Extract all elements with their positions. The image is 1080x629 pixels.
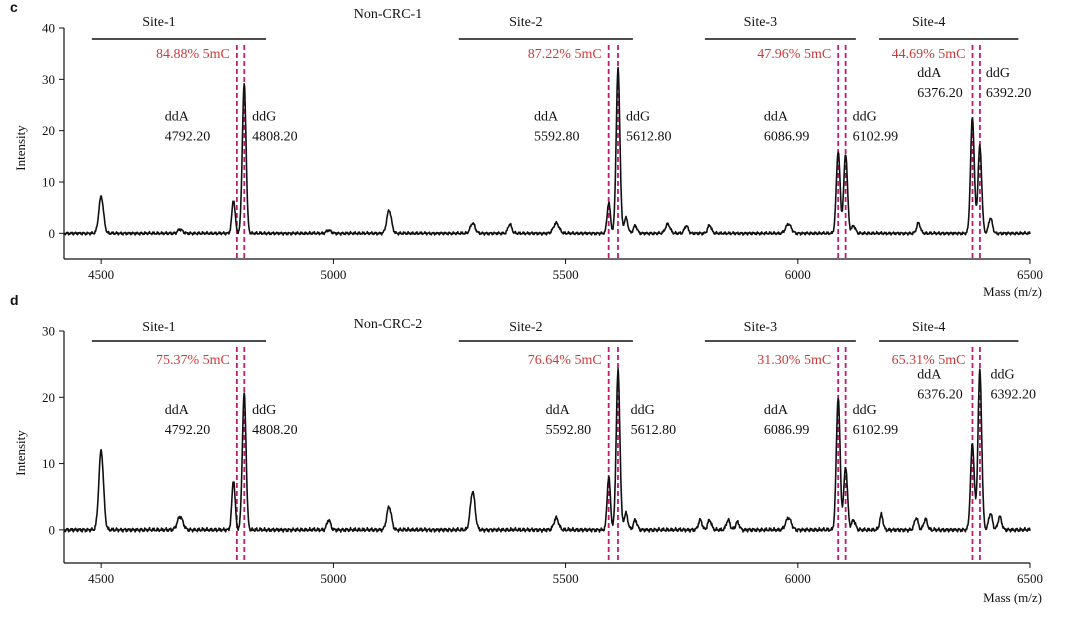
panel-c-ytick-label: 10 xyxy=(42,175,55,190)
peak-base-label: ddA xyxy=(917,66,942,81)
panel-d-ytick-label: 30 xyxy=(42,324,55,339)
peak-base-label: ddA xyxy=(534,109,559,124)
panel-c-axes: 0 10 20 30 40 4500 5000 5500 6000 6500 xyxy=(42,21,1043,283)
site-5mc-percent-label: 31.30% 5mC xyxy=(757,353,831,368)
peak-mass-label: 5612.80 xyxy=(626,129,672,144)
peak-mass-label: 6102.99 xyxy=(853,423,899,438)
panel-c: c Non-CRC-1 Intensity Mass (m/z) Site-1 8… xyxy=(10,0,1043,299)
panel-c-ylabel: Intensity xyxy=(13,125,28,171)
peak-base-label: ddA xyxy=(165,109,190,124)
site-5mc-percent-label: 44.69% 5mC xyxy=(892,47,966,62)
peak-base-label: ddA xyxy=(764,109,789,124)
panel-c-xtick-label: 5500 xyxy=(553,267,579,282)
site-5mc-percent-label: 76.64% 5mC xyxy=(528,353,602,368)
panel-d-spectrum-line xyxy=(63,367,1031,533)
site-name-label: Site-1 xyxy=(142,320,175,335)
site-name-label: Site-2 xyxy=(509,320,542,335)
peak-mass-label: 6086.99 xyxy=(764,129,810,144)
peak-base-label: ddG xyxy=(631,403,655,418)
site-5mc-percent-label: 47.96% 5mC xyxy=(757,47,831,62)
panel-c-ytick-label: 20 xyxy=(42,123,55,138)
panel-d: d Non-CRC-2 Intensity Mass (m/z) Site-1 7… xyxy=(10,292,1043,605)
panel-c-sites: Site-1 84.88% 5mC Site-2 87.22% 5mC Site-3 47… xyxy=(91,15,1019,62)
panel-letter-d: d xyxy=(10,292,19,308)
peak-base-label: ddG xyxy=(252,403,276,418)
panel-d-peak-labels: ddA 4792.20 ddG 4808.20 ddA 5592.80 ddG 5612.80… xyxy=(165,368,1036,438)
peak-base-label: ddG xyxy=(853,109,877,124)
peak-mass-label: 5592.80 xyxy=(534,129,580,144)
peak-base-label: ddA xyxy=(165,403,190,418)
site-name-label: Site-3 xyxy=(744,320,777,335)
peak-base-label: ddA xyxy=(764,403,789,418)
peak-mass-label: 5612.80 xyxy=(631,423,677,438)
panel-c-ytick-label: 30 xyxy=(42,72,55,87)
peak-mass-label: 5592.80 xyxy=(546,423,592,438)
panel-d-ytick-label: 10 xyxy=(42,456,55,471)
panel-c-xtick-label: 5000 xyxy=(320,267,346,282)
peak-mass-label: 4808.20 xyxy=(252,423,298,438)
panel-letter-c: c xyxy=(10,0,18,15)
site-5mc-percent-label: 84.88% 5mC xyxy=(156,47,230,62)
site-name-label: Site-4 xyxy=(912,320,945,335)
site-name-label: Site-2 xyxy=(509,15,542,30)
panel-c-spectrum-line xyxy=(63,66,1031,236)
peak-base-label: ddA xyxy=(546,403,571,418)
peak-mass-label: 6392.20 xyxy=(991,388,1037,403)
panel-d-ytick-label: 20 xyxy=(42,390,55,405)
panel-d-title: Non-CRC-2 xyxy=(354,317,422,332)
panel-c-peak-labels: ddA 4792.20 ddG 4808.20 ddA 5592.80 ddG 5612.80… xyxy=(165,66,1032,145)
panel-c-xtick-label: 6500 xyxy=(1017,267,1043,282)
peak-mass-label: 6376.20 xyxy=(917,388,963,403)
panel-d-xtick-label: 5500 xyxy=(553,571,579,586)
panel-d-xlabel: Mass (m/z) xyxy=(983,590,1042,605)
peak-mass-label: 4808.20 xyxy=(252,129,298,144)
peak-mass-label: 6102.99 xyxy=(853,129,899,144)
peak-mass-label: 4792.20 xyxy=(165,129,211,144)
peak-base-label: ddG xyxy=(986,66,1010,81)
peak-base-label: ddA xyxy=(917,368,942,383)
peak-mass-label: 6086.99 xyxy=(764,423,810,438)
peak-mass-label: 4792.20 xyxy=(165,423,211,438)
site-name-label: Site-3 xyxy=(744,15,777,30)
panel-d-axes: 0 10 20 30 4500 5000 5500 6000 6500 xyxy=(42,324,1043,587)
panel-d-xtick-label: 5000 xyxy=(320,571,346,586)
panel-d-sites: Site-1 75.37% 5mC Site-2 76.64% 5mC Site-3 31… xyxy=(91,320,1019,368)
panel-c-dashed-lines xyxy=(235,45,981,259)
site-5mc-percent-label: 65.31% 5mC xyxy=(892,353,966,368)
peak-base-label: ddG xyxy=(991,368,1015,383)
peak-base-label: ddG xyxy=(853,403,877,418)
site-name-label: Site-1 xyxy=(142,15,175,30)
site-name-label: Site-4 xyxy=(912,15,945,30)
peak-base-label: ddG xyxy=(626,109,650,124)
peak-base-label: ddG xyxy=(252,109,276,124)
panel-d-ytick-label: 0 xyxy=(49,522,56,537)
panel-d-xtick-label: 6500 xyxy=(1017,571,1043,586)
panel-d-ylabel: Intensity xyxy=(13,430,28,476)
peak-mass-label: 6376.20 xyxy=(917,86,963,101)
panel-c-ytick-label: 40 xyxy=(42,21,55,36)
site-5mc-percent-label: 75.37% 5mC xyxy=(156,353,230,368)
panel-d-xtick-label: 6000 xyxy=(785,571,811,586)
panel-c-ytick-label: 0 xyxy=(49,226,56,241)
peak-mass-label: 6392.20 xyxy=(986,86,1032,101)
panel-c-title: Non-CRC-1 xyxy=(354,7,422,22)
panel-c-xtick-label: 4500 xyxy=(88,267,114,282)
site-5mc-percent-label: 87.22% 5mC xyxy=(528,47,602,62)
panel-c-xlabel: Mass (m/z) xyxy=(983,284,1042,299)
panel-c-xtick-label: 6000 xyxy=(785,267,811,282)
panel-d-xtick-label: 4500 xyxy=(88,571,114,586)
